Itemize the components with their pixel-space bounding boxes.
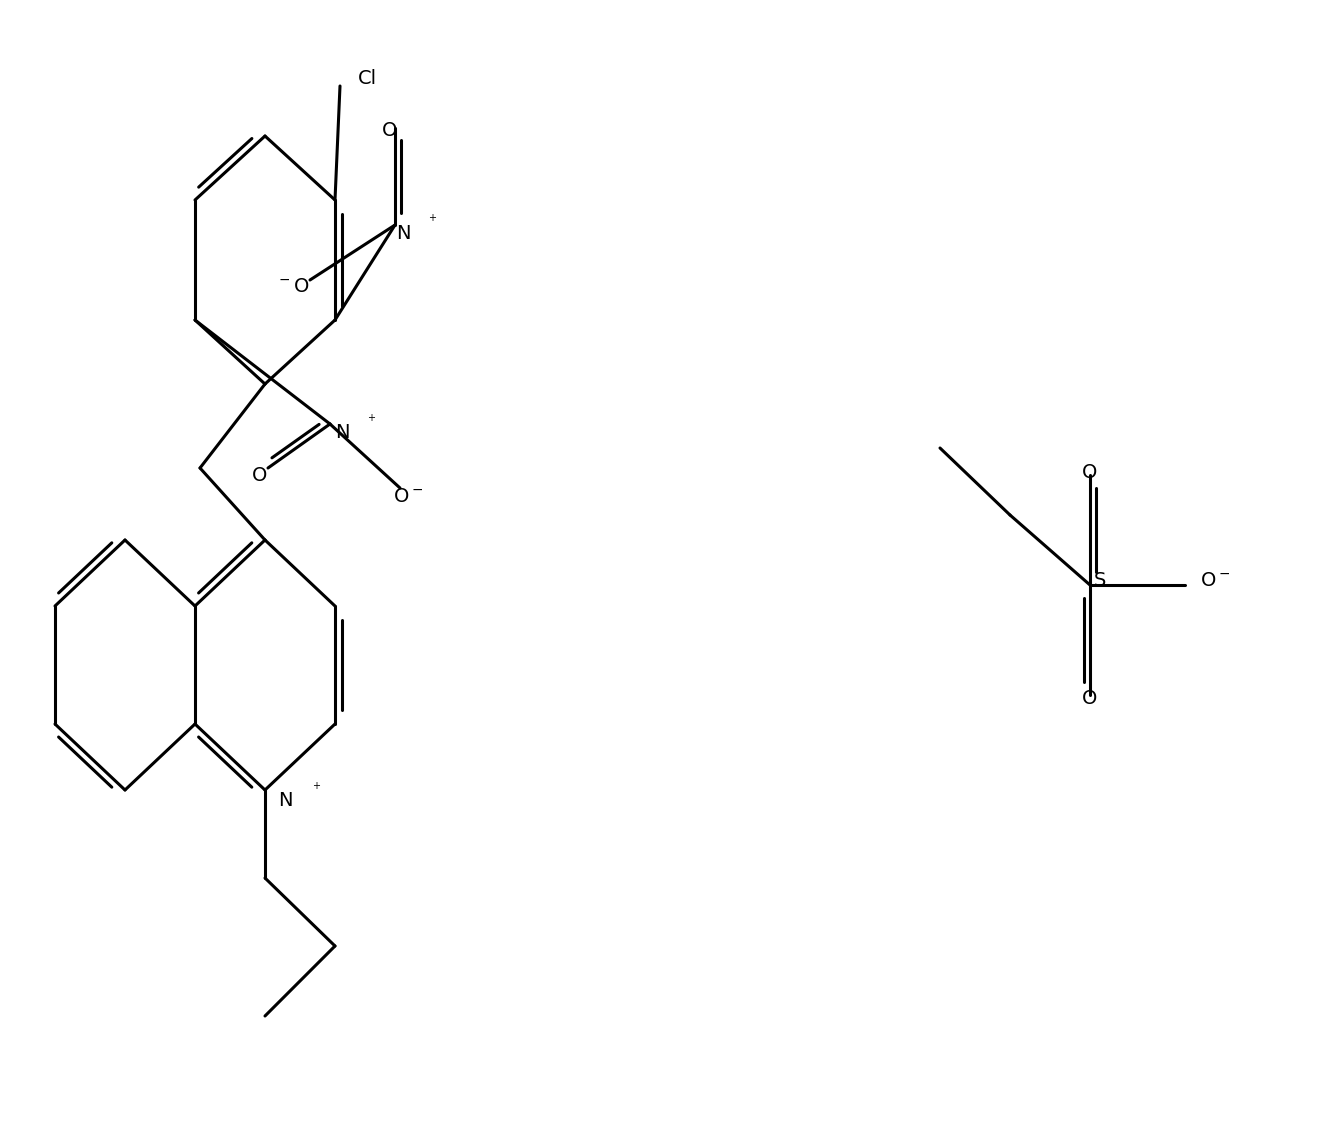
Text: $^+$: $^+$ [365, 414, 376, 427]
Text: S: S [1094, 570, 1106, 590]
Text: N: N [395, 224, 410, 242]
Text: O: O [1082, 462, 1098, 482]
Text: N: N [278, 791, 293, 810]
Text: O$^-$: O$^-$ [393, 486, 423, 506]
Text: Cl: Cl [358, 68, 377, 87]
Text: N: N [335, 423, 349, 442]
Text: O: O [252, 466, 268, 484]
Text: $^+$: $^+$ [426, 214, 438, 227]
Text: $^+$: $^+$ [310, 782, 322, 795]
Text: O$^-$: O$^-$ [1199, 570, 1230, 590]
Text: O: O [382, 120, 398, 140]
Text: $^-$O: $^-$O [277, 276, 310, 295]
Text: O: O [1082, 688, 1098, 708]
